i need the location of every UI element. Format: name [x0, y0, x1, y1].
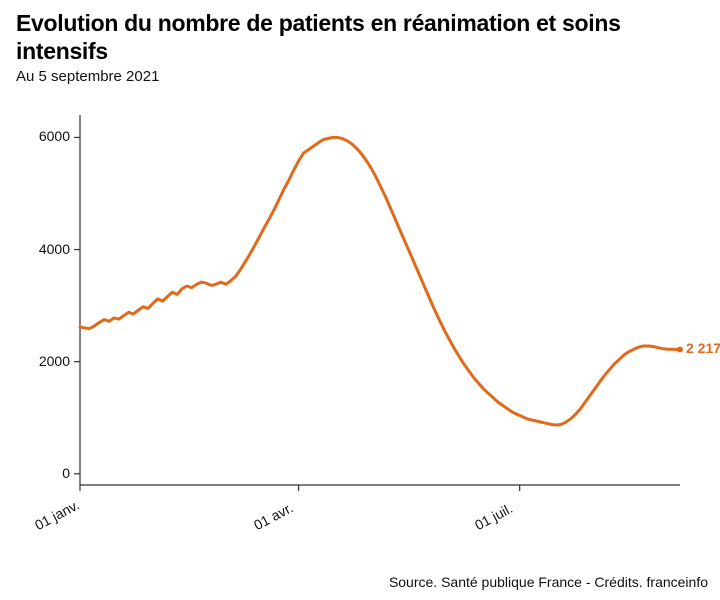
chart-title: Evolution du nombre de patients en réani…	[16, 10, 696, 65]
chart-source: Source. Santé publique France - Crédits.…	[0, 574, 708, 590]
y-tick-label: 2000	[25, 353, 70, 369]
y-tick-label: 0	[25, 465, 70, 481]
chart-subtitle: Au 5 septembre 2021	[16, 68, 159, 85]
line-chart-svg	[25, 95, 700, 540]
end-value-label: 2 217	[686, 340, 720, 356]
chart-plot-area: 020004000600001 janv.01 avr.01 juil.2 21…	[25, 95, 700, 540]
y-tick-label: 6000	[25, 128, 70, 144]
y-tick-label: 4000	[25, 241, 70, 257]
